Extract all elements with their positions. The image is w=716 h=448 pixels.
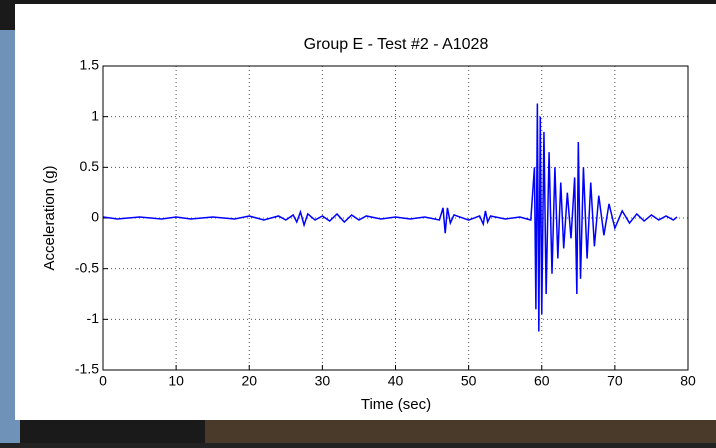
- x-tick-label: 20: [241, 373, 257, 389]
- y-tick-label: 1.5: [80, 57, 100, 73]
- chart-panel: [15, 4, 716, 420]
- y-tick-label: -1: [87, 310, 100, 326]
- x-axis-label: Time (sec): [361, 396, 431, 413]
- y-tick-label: -0.5: [75, 259, 99, 275]
- x-tick-label: 80: [680, 373, 696, 389]
- y-tick-label: 0: [91, 209, 99, 225]
- background-photo: [205, 418, 716, 443]
- x-tick-label: 70: [607, 373, 623, 389]
- x-tick-label: 0: [99, 373, 107, 389]
- signal-line: [102, 103, 678, 332]
- chart-title: Group E - Test #2 - A1028: [304, 36, 489, 53]
- x-tick-label: 60: [534, 373, 550, 389]
- y-tick-label: 0.5: [80, 158, 100, 174]
- x-tick-label: 40: [388, 373, 404, 389]
- x-tick-label: 50: [461, 373, 477, 389]
- y-tick-label: 1: [91, 107, 99, 123]
- plot-frame: [102, 65, 689, 371]
- x-tick-label: 10: [168, 373, 184, 389]
- y-axis-label: Acceleration (g): [41, 165, 58, 270]
- y-tick-label: -1.5: [75, 361, 99, 377]
- x-tick-label: 30: [315, 373, 331, 389]
